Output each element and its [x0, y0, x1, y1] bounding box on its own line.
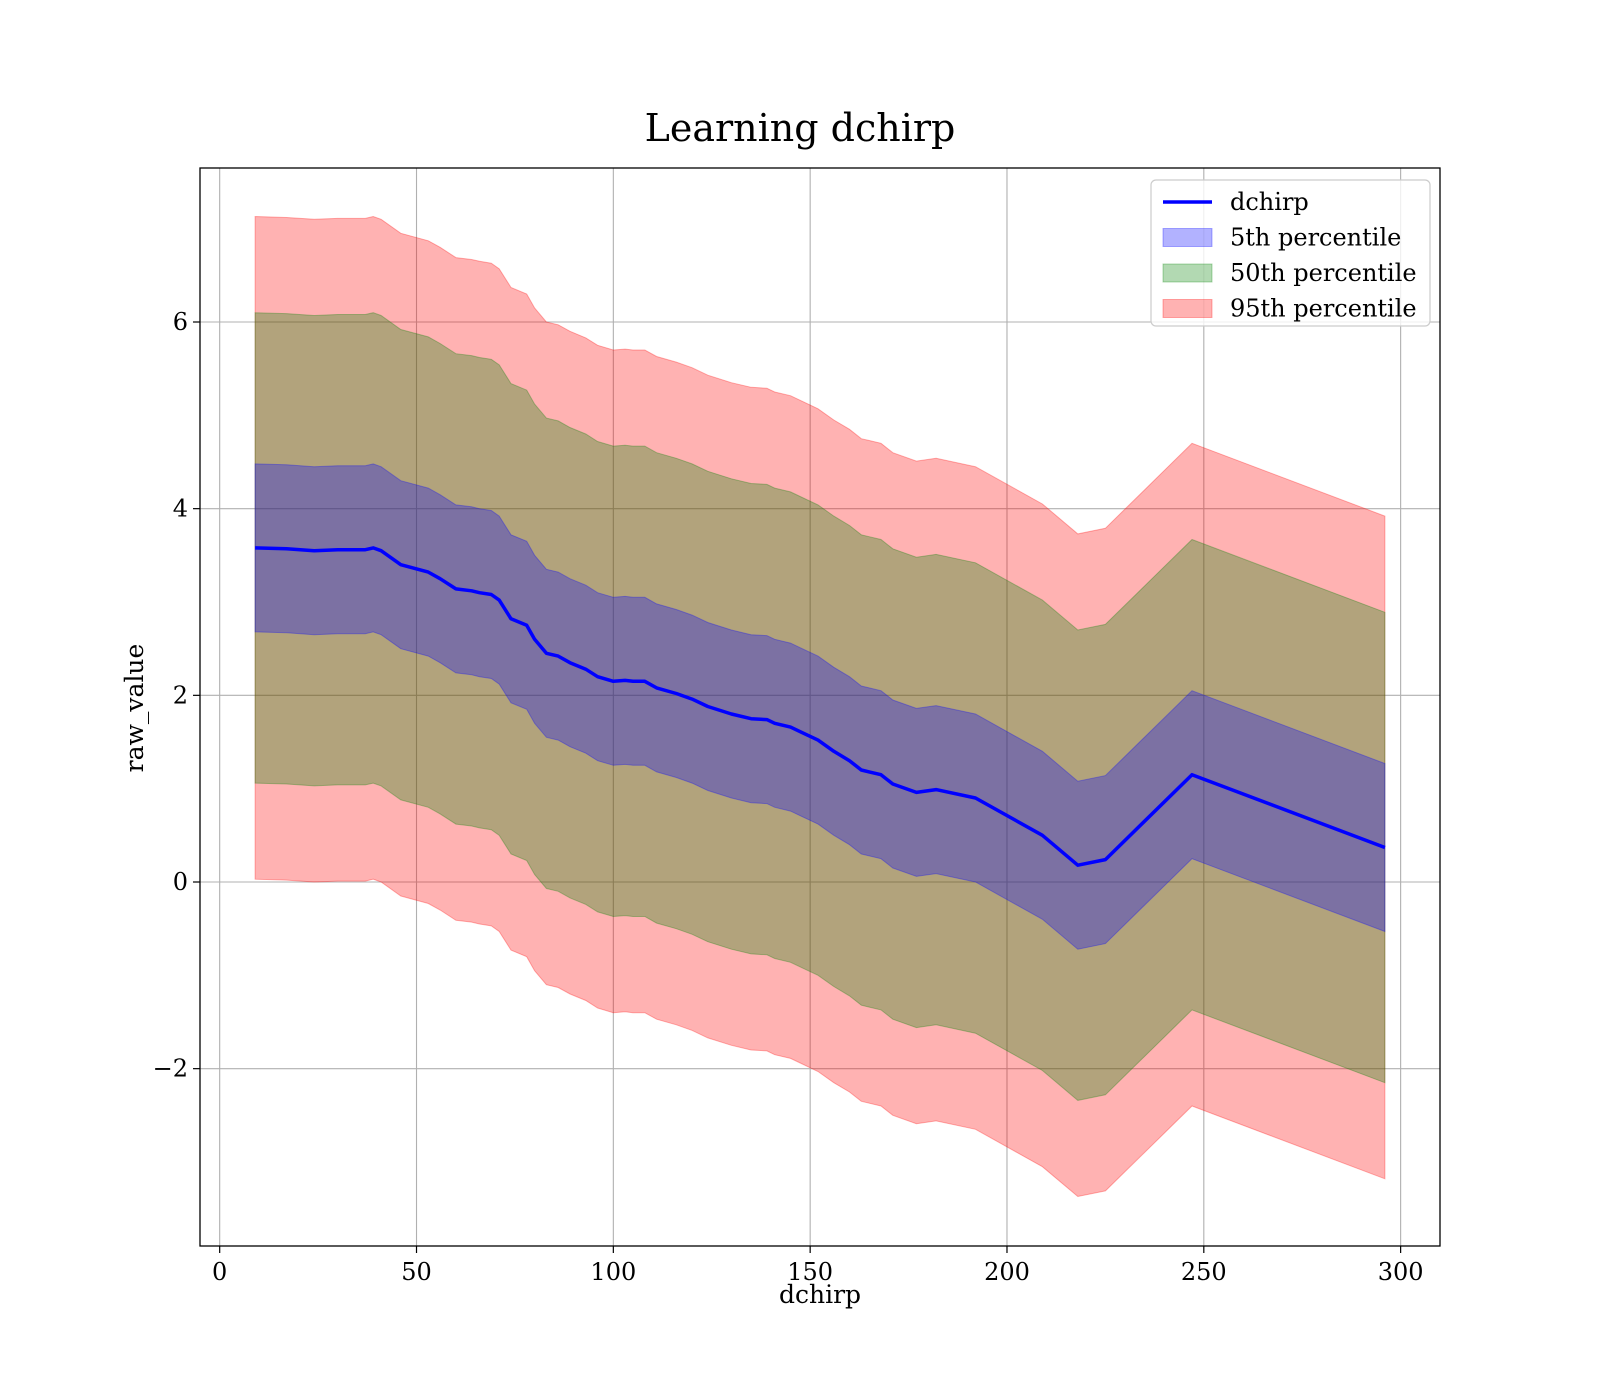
y-tick-label: 6 — [173, 308, 188, 336]
legend-swatch-patch — [1162, 299, 1213, 318]
legend-box — [1150, 179, 1431, 327]
chart-title: Learning dchirp — [645, 106, 956, 150]
legend-label: 95th percentile — [1230, 295, 1417, 323]
band-95th-percentile — [254, 215, 1386, 1198]
percentile-bands — [254, 215, 1386, 1198]
legend: dchirp 5th percentile 50th percentile 95th … — [1150, 179, 1431, 327]
x-tick-label: 0 — [212, 1258, 227, 1286]
series-lines — [255, 546, 1386, 867]
legend-label: dchirp — [1230, 188, 1309, 216]
y-tick-label: 4 — [173, 495, 188, 523]
y-tick-label: 0 — [173, 868, 188, 896]
y-tick-label: 2 — [173, 681, 188, 709]
legend-swatch-patch — [1162, 228, 1213, 247]
x-tick-label: 250 — [1181, 1258, 1227, 1286]
x-tick-label: 150 — [787, 1258, 833, 1286]
grid — [200, 168, 1440, 1246]
legend-swatch-patch — [1162, 263, 1213, 283]
x-axis-label: dchirp — [779, 1280, 861, 1309]
plot-frame — [199, 167, 1441, 1247]
x-tick-label: 200 — [984, 1258, 1030, 1286]
x-axis-ticks: 0 50 100 150 200 250 300 — [212, 1246, 1424, 1286]
legend-label: 5th percentile — [1230, 224, 1401, 252]
y-axis-ticks: −2 0 2 4 6 — [153, 308, 200, 1083]
legend-label: 50th percentile — [1230, 259, 1417, 287]
x-tick-label: 50 — [401, 1258, 432, 1286]
series-line-dchirp — [255, 546, 1386, 867]
x-tick-label: 100 — [590, 1258, 636, 1286]
y-axis-label: raw_value — [120, 644, 149, 773]
y-tick-label: −2 — [153, 1055, 188, 1083]
x-tick-label: 300 — [1378, 1258, 1424, 1286]
band-50th-percentile — [254, 312, 1386, 1101]
band-5th-percentile — [254, 463, 1386, 950]
